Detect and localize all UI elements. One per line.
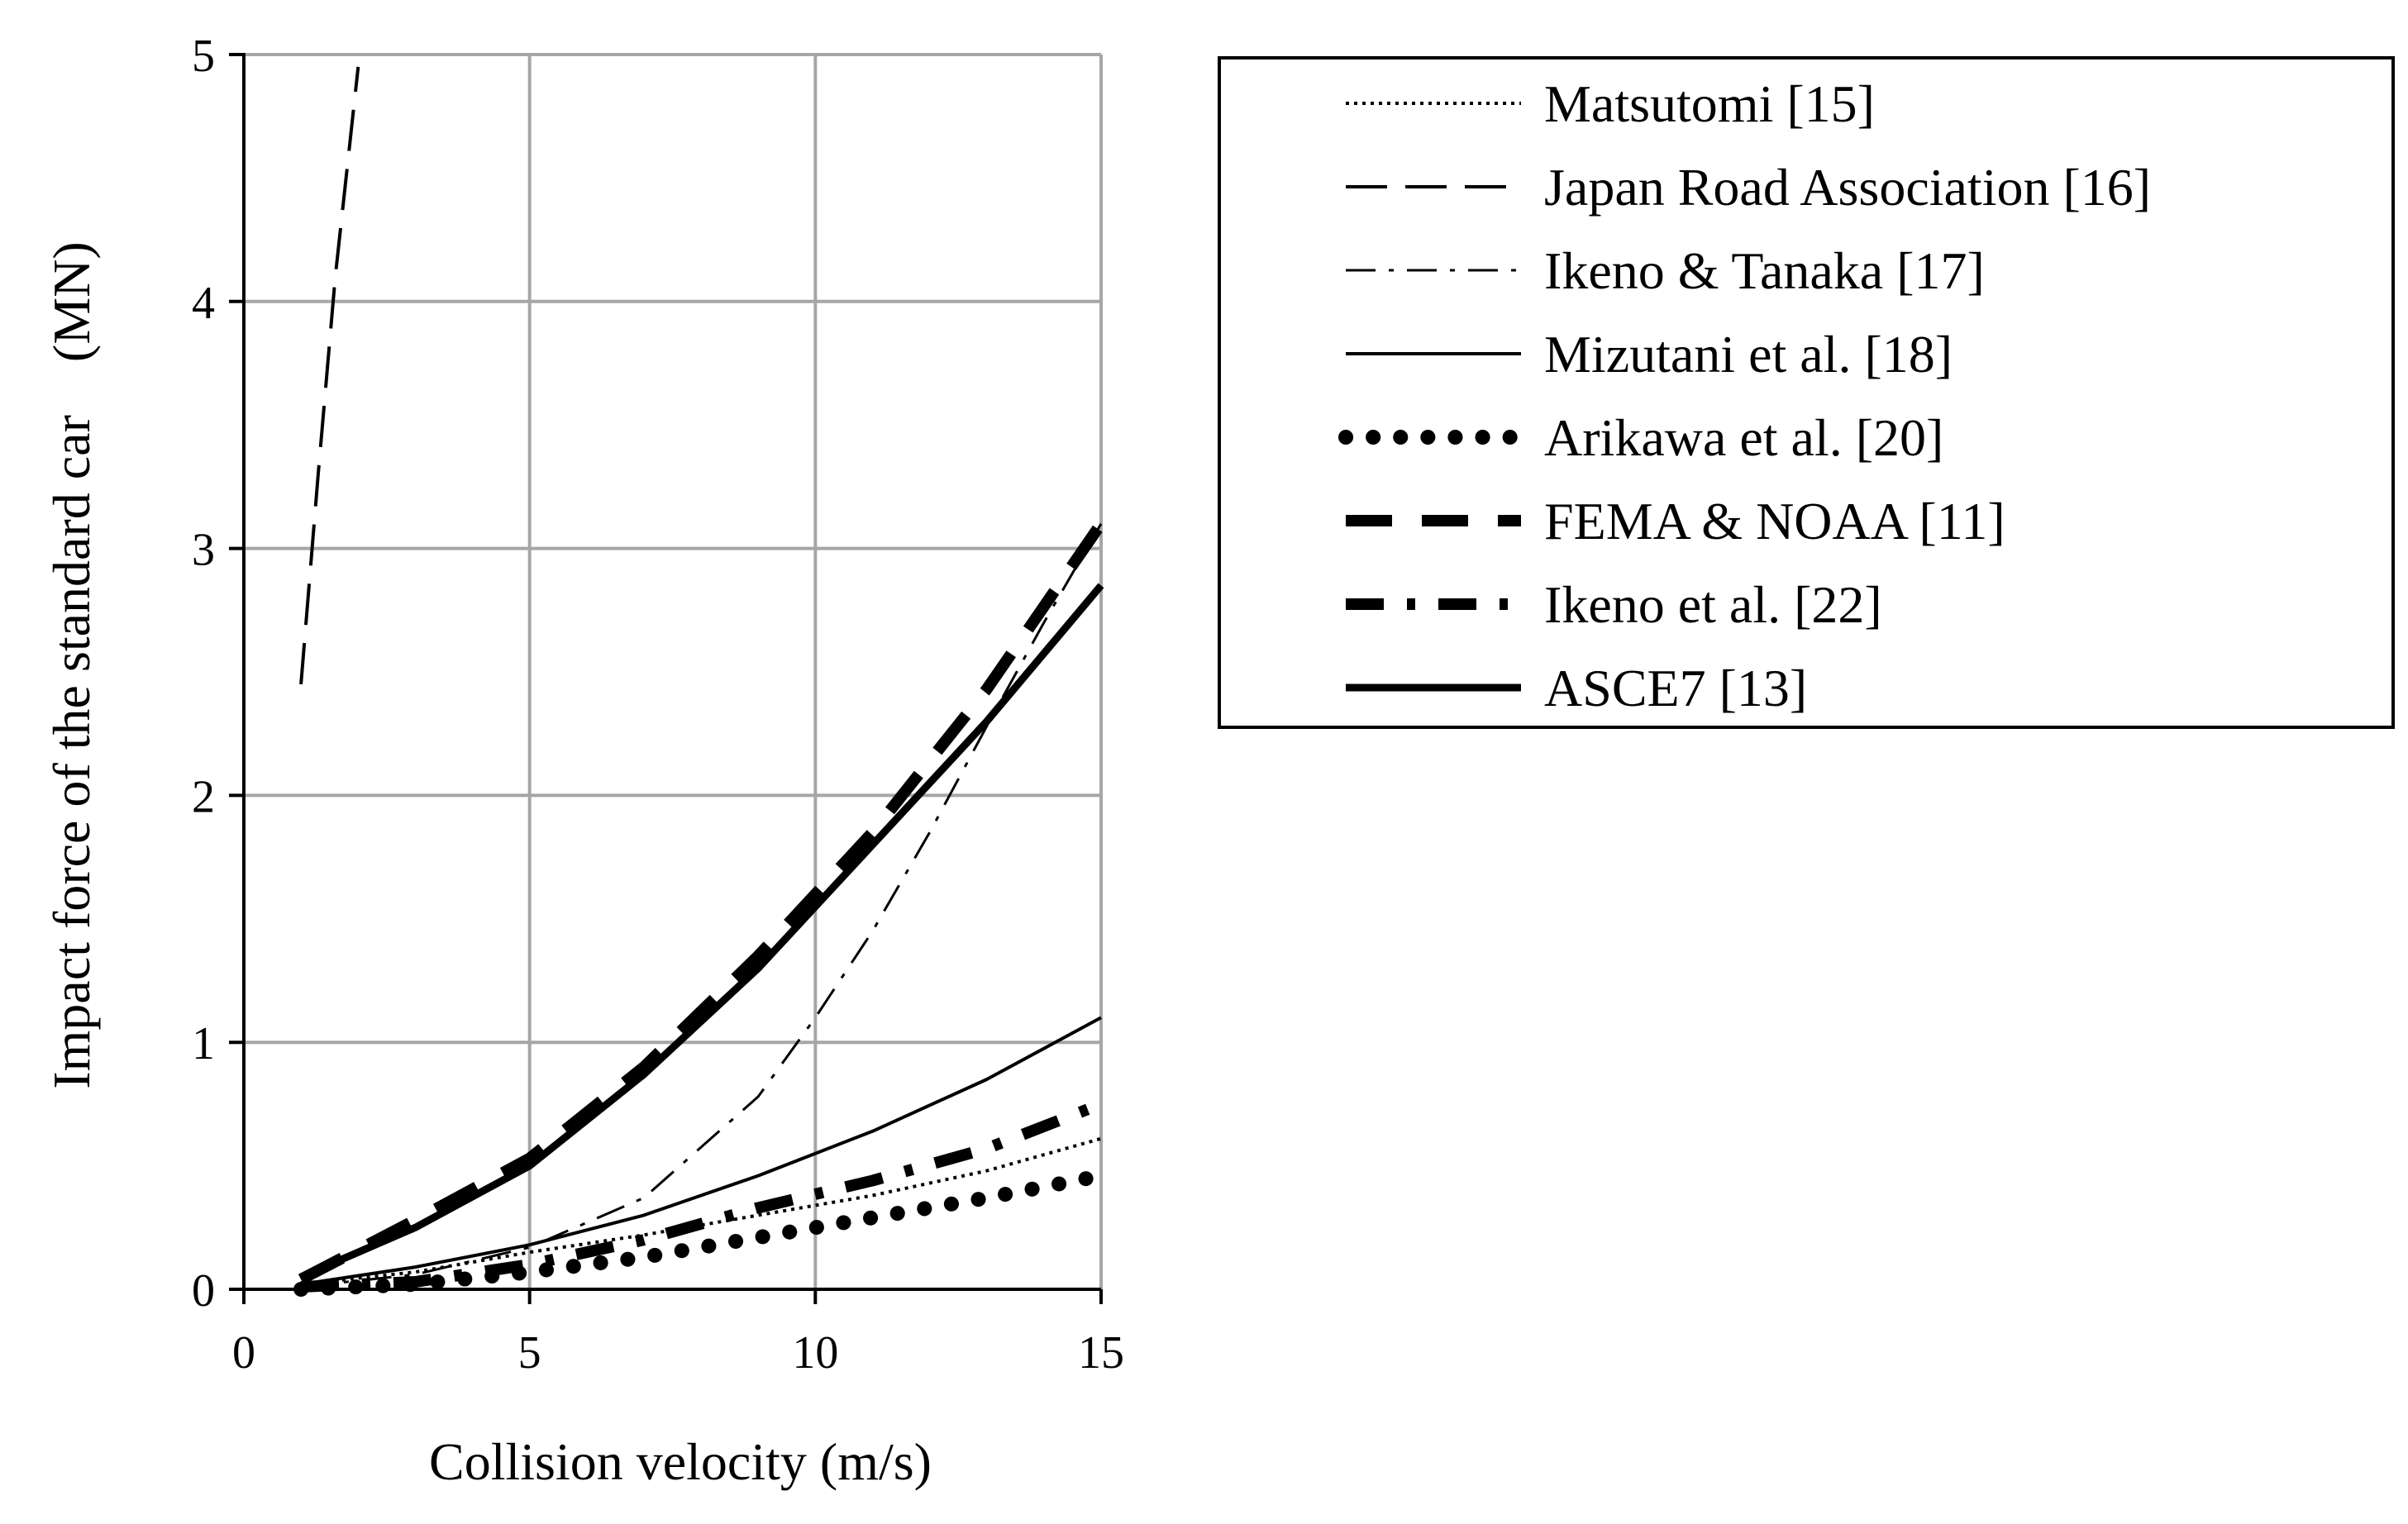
legend-label: Mizutani et al. [18] — [1544, 325, 1953, 383]
legend: Matsutomi [15] Japan Road Association [16… — [1218, 56, 2395, 729]
tick-labels: 0 1 2 3 4 5 0 5 10 15 — [192, 31, 1124, 1379]
y-tick-label: 3 — [192, 525, 215, 576]
series-line — [299, 583, 1104, 1281]
x-tick-label: 5 — [518, 1327, 541, 1379]
y-tick-label: 2 — [192, 771, 215, 822]
legend-label: ASCE7 [13] — [1544, 659, 1807, 717]
series-layer — [293, 66, 1109, 1297]
x-tick-label: 0 — [232, 1327, 255, 1379]
series-line — [300, 1098, 1104, 1293]
legend-label: Arikawa et al. [20] — [1544, 408, 1943, 467]
series-line — [300, 1016, 1102, 1286]
y-tick-label: 1 — [192, 1018, 215, 1069]
legend-box — [1218, 56, 2395, 729]
legend-label: Ikeno et al. [22] — [1544, 575, 1882, 634]
y-tick-label: 5 — [192, 31, 215, 82]
axes — [229, 53, 1103, 1304]
y-tick-label: 4 — [192, 278, 215, 329]
x-tick-label: 10 — [792, 1327, 838, 1379]
series-line — [293, 1168, 1109, 1297]
legend-label: Japan Road Association [16] — [1544, 158, 2151, 217]
x-tick-label: 15 — [1078, 1327, 1124, 1379]
legend-label: Ikeno & Tanaka [17] — [1544, 241, 1985, 300]
y-axis-title: Impact force of the standard car (MN) — [42, 241, 101, 1088]
series-line — [298, 520, 1106, 1285]
x-axis-title: Collision velocity (m/s) — [429, 1432, 932, 1491]
y-tick-label: 0 — [192, 1265, 215, 1317]
series-line — [299, 66, 360, 685]
series-line — [300, 522, 1103, 1288]
legend-label: Matsutomi [15] — [1544, 74, 1875, 133]
series-line — [300, 1136, 1102, 1286]
legend-label: FEMA & NOAA [11] — [1544, 492, 2005, 550]
grid — [244, 53, 1103, 1289]
